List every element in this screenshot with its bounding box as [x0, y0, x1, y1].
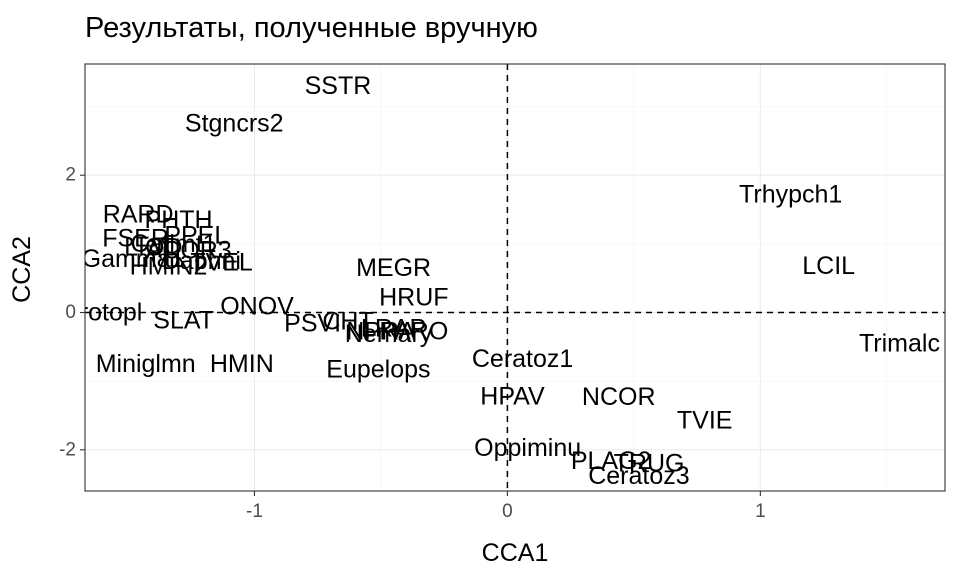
point-label: MEGR: [356, 254, 431, 282]
point-label: PPEL: [164, 222, 228, 250]
point-label: Miniglmn: [96, 350, 196, 378]
x-axis-title: CCA1: [482, 539, 549, 567]
point-label: HMIN: [210, 350, 274, 378]
x-tick-label: -1: [246, 501, 263, 522]
point-label: Ceratoz1: [472, 345, 573, 373]
y-tick-label: 2: [65, 165, 76, 186]
point-label: Stgncrs2: [185, 110, 284, 138]
point-label: Daphni: [162, 247, 241, 275]
point-label: Ceratoz3: [588, 462, 689, 490]
panel-border: [84, 63, 946, 492]
point-label: PLAG2: [571, 447, 652, 475]
point-label: TRUG: [614, 450, 685, 478]
point-label: FSER: [102, 224, 169, 252]
x-tick-label: 1: [755, 501, 766, 522]
point-label: PARO: [379, 318, 448, 346]
point-label: Protopl: [63, 299, 142, 327]
point-label: SSTR: [305, 72, 372, 100]
point-label: HRUF: [379, 283, 448, 311]
point-label: Trimalc: [859, 329, 940, 357]
point-label: NPRA: [346, 318, 416, 346]
point-label: Catlmt1: [130, 230, 216, 258]
point-label: ACOR3: [146, 237, 232, 265]
point-label: TVEL: [190, 248, 253, 276]
point-label: Trhypch1: [739, 180, 842, 208]
point-label: LRAP: [361, 314, 426, 342]
point-label: Nemary: [345, 320, 433, 348]
point-label: HPAV: [480, 382, 545, 410]
point-label: SLAT: [153, 307, 214, 335]
axis-ticks: -1 0 1 -2 0 2: [59, 165, 766, 522]
point-label: Eupelops: [326, 355, 430, 383]
y-tick-label: -2: [59, 439, 76, 460]
reference-lines: [85, 64, 945, 491]
point-label: LIOD: [124, 233, 182, 261]
y-axis-title: CCA2: [8, 236, 36, 303]
point-label: HMIN2: [130, 253, 208, 281]
point-label: Gamma1: [82, 245, 185, 273]
point-label: NCOR: [582, 383, 656, 411]
point-label: Oppiminu: [474, 434, 581, 462]
chart-title: Результаты, полученные вручную: [85, 12, 538, 44]
point-label: CHT: [322, 307, 373, 335]
point-label: RARD: [103, 200, 174, 228]
point-label: PHTH: [145, 206, 213, 234]
point-label: ONOV: [220, 292, 294, 320]
point-label: LCIL: [802, 252, 855, 280]
point-label: PSVI: [284, 309, 341, 337]
x-tick-label: 0: [502, 501, 513, 522]
y-tick-label: 0: [65, 302, 76, 323]
point-label: TVIE: [677, 406, 733, 434]
point-labels: SSTR Stgncrs2 Trhypch1 RARDPHTHFSERPPELCatl…: [63, 72, 940, 490]
